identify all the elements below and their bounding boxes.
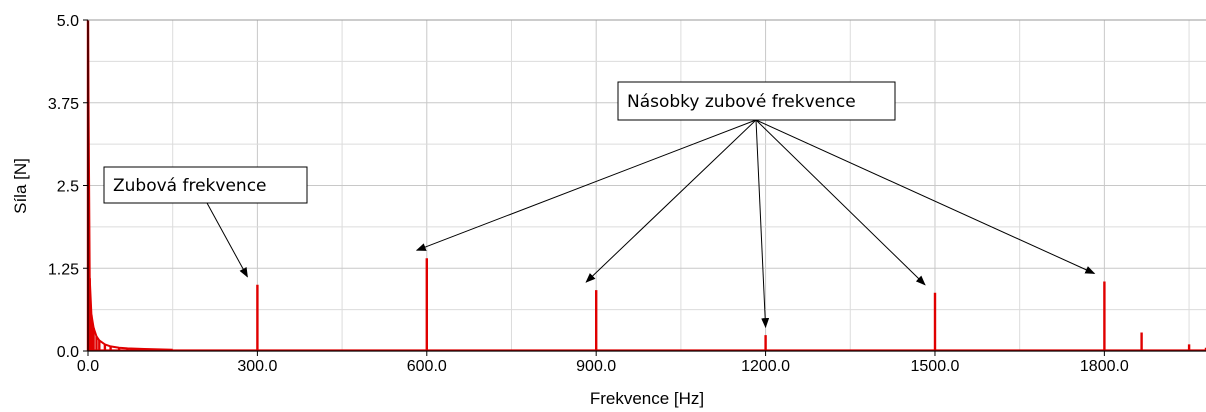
x-tick-label: 0.0	[77, 358, 99, 375]
y-tick-label: 3.75	[48, 96, 79, 113]
annotation-arrow	[755, 119, 1096, 274]
annotation-arrow	[585, 119, 757, 283]
y-tick-label: 1.25	[48, 261, 79, 278]
y-tick-label: 0.0	[57, 344, 79, 361]
annotation-arrow	[206, 202, 248, 278]
y-tick-labels: 0.0 1.25 2.5 3.75 5.0	[48, 13, 79, 361]
x-tick-label: 600.0	[407, 358, 447, 375]
annotation-arrow	[755, 119, 926, 286]
x-tick-label: 1200.0	[741, 358, 790, 375]
x-axis-title: Frekvence [Hz]	[590, 389, 704, 408]
grid	[88, 19, 1206, 351]
annotation-box	[103, 166, 308, 204]
y-tick-label: 2.5	[57, 179, 79, 196]
y-tick-label: 5.0	[57, 13, 79, 30]
annotation-box	[617, 81, 896, 121]
annotation-arrow	[755, 119, 770, 329]
annotation-text: Zubová frekvence	[113, 176, 267, 196]
x-tick-label: 1800.0	[1080, 358, 1129, 375]
annotation-text: Násobky zubové frekvence	[627, 92, 856, 112]
x-tick-labels: 0.0 300.0 600.0 900.0 1200.0 1500.0 1800.0	[77, 358, 1129, 375]
x-tick-label: 1500.0	[911, 358, 960, 375]
annotation-arrow	[415, 119, 757, 251]
x-tick-label: 900.0	[576, 358, 616, 375]
annotations: Zubová frekvence Násobky zubové frekvence	[103, 81, 1096, 329]
axes	[83, 19, 1206, 356]
spectrum-decay-line	[87, 19, 173, 351]
x-tick-label: 300.0	[237, 358, 277, 375]
y-axis-title: Síla [N]	[11, 158, 30, 214]
